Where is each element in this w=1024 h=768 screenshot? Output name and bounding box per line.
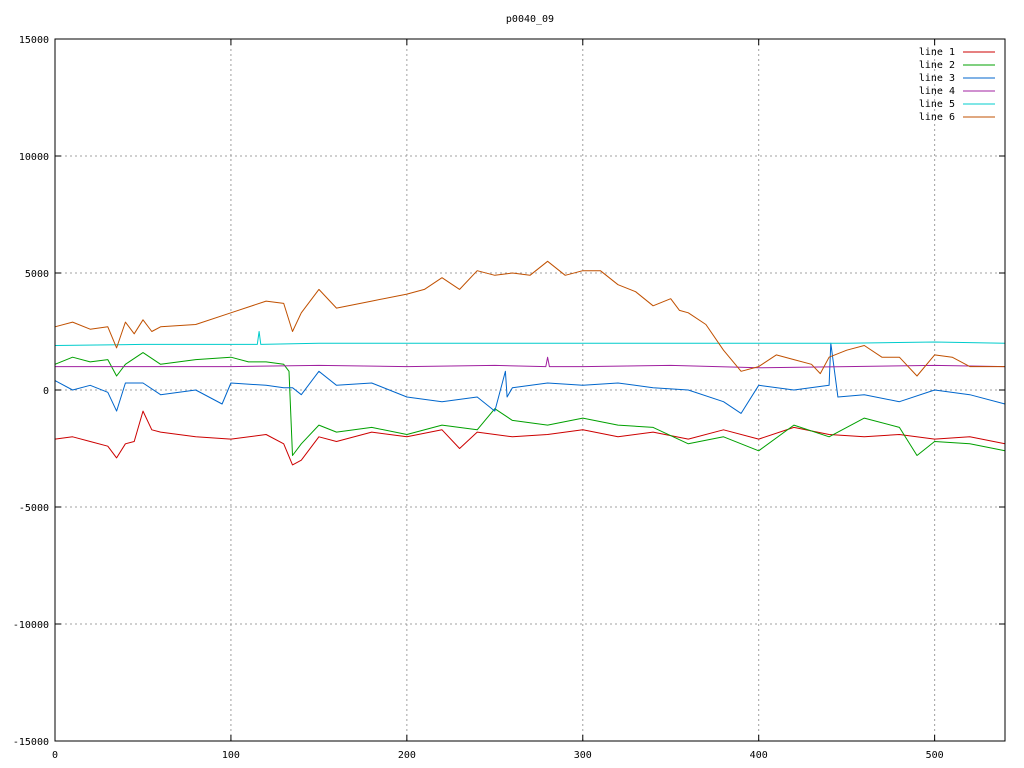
x-tick-label: 0 <box>52 750 58 761</box>
legend-label: line 6 <box>919 112 955 123</box>
y-tick-label: 10000 <box>19 152 49 163</box>
grid <box>55 39 1005 741</box>
y-tick-label: 0 <box>43 386 49 397</box>
legend-label: line 4 <box>919 86 955 97</box>
series-line-3 <box>54 342 1006 414</box>
legend-label: line 1 <box>919 47 955 58</box>
series-line-4 <box>55 356 1006 369</box>
series-line-5 <box>54 331 1006 346</box>
legend-label: line 5 <box>919 99 955 110</box>
x-tick-label: 200 <box>398 750 416 761</box>
legend-label: line 3 <box>919 73 955 84</box>
y-tick-label: -10000 <box>13 620 49 631</box>
y-tick-label: 5000 <box>25 269 49 280</box>
chart-title: p0040_09 <box>506 14 554 25</box>
series-line-6 <box>54 260 1005 377</box>
x-tick-label: 300 <box>574 750 592 761</box>
legend: line 1 line 2 line 3 line 4 line 5 line 6 <box>919 47 995 123</box>
y-tick-label: -5000 <box>19 503 49 514</box>
axis-ticks: 0 100 200 300 400 500 -15000 -10000 -5000 0 5000 10… <box>13 35 1005 761</box>
y-tick-label: -15000 <box>13 737 49 748</box>
series-line-2 <box>54 352 1006 456</box>
plot-frame <box>54 38 1006 742</box>
y-tick-label: 15000 <box>19 35 49 46</box>
series-group <box>54 260 1006 466</box>
legend-label: line 2 <box>919 60 955 71</box>
x-tick-label: 100 <box>222 750 240 761</box>
x-tick-label: 500 <box>926 750 944 761</box>
x-tick-label: 400 <box>750 750 768 761</box>
